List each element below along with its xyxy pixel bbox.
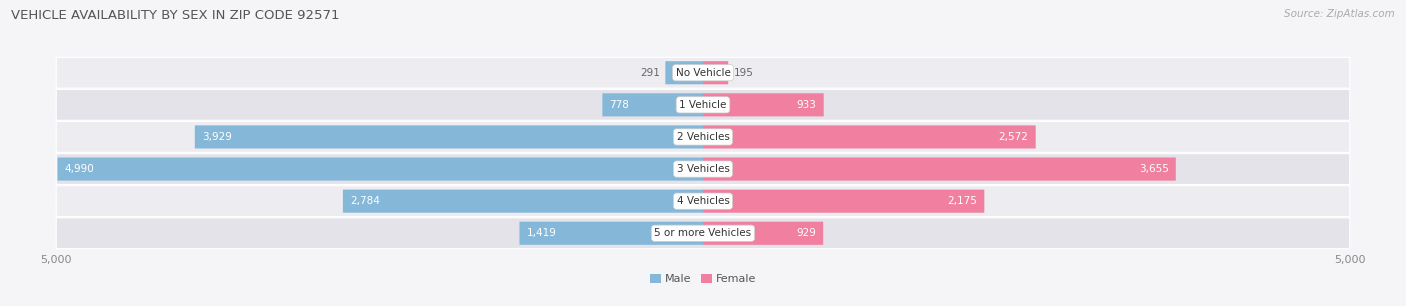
Text: 933: 933 [797,100,817,110]
Text: 3,929: 3,929 [202,132,232,142]
FancyBboxPatch shape [56,89,1350,120]
Text: 778: 778 [609,100,630,110]
FancyBboxPatch shape [58,158,703,181]
FancyBboxPatch shape [602,93,703,116]
FancyBboxPatch shape [195,125,703,148]
Text: 2,784: 2,784 [350,196,380,206]
FancyBboxPatch shape [703,125,1036,148]
FancyBboxPatch shape [703,190,984,213]
FancyBboxPatch shape [703,61,728,84]
Text: VEHICLE AVAILABILITY BY SEX IN ZIP CODE 92571: VEHICLE AVAILABILITY BY SEX IN ZIP CODE … [11,9,340,22]
Text: 4,990: 4,990 [65,164,94,174]
FancyBboxPatch shape [56,186,1350,217]
Text: 4 Vehicles: 4 Vehicles [676,196,730,206]
FancyBboxPatch shape [519,222,703,245]
Text: 1 Vehicle: 1 Vehicle [679,100,727,110]
Text: 291: 291 [640,68,661,78]
Text: 5 or more Vehicles: 5 or more Vehicles [654,228,752,238]
Text: 2 Vehicles: 2 Vehicles [676,132,730,142]
FancyBboxPatch shape [56,57,1350,88]
FancyBboxPatch shape [56,218,1350,249]
Text: 3,655: 3,655 [1139,164,1168,174]
Text: 3 Vehicles: 3 Vehicles [676,164,730,174]
Text: No Vehicle: No Vehicle [675,68,731,78]
Text: 2,175: 2,175 [948,196,977,206]
FancyBboxPatch shape [343,190,703,213]
FancyBboxPatch shape [703,158,1175,181]
Text: 929: 929 [796,228,815,238]
Text: 1,419: 1,419 [527,228,557,238]
Text: 2,572: 2,572 [998,132,1029,142]
Legend: Male, Female: Male, Female [645,269,761,289]
FancyBboxPatch shape [56,154,1350,185]
FancyBboxPatch shape [703,222,823,245]
FancyBboxPatch shape [703,93,824,116]
FancyBboxPatch shape [56,121,1350,152]
Text: 195: 195 [734,68,754,78]
Text: Source: ZipAtlas.com: Source: ZipAtlas.com [1284,9,1395,19]
FancyBboxPatch shape [665,61,703,84]
